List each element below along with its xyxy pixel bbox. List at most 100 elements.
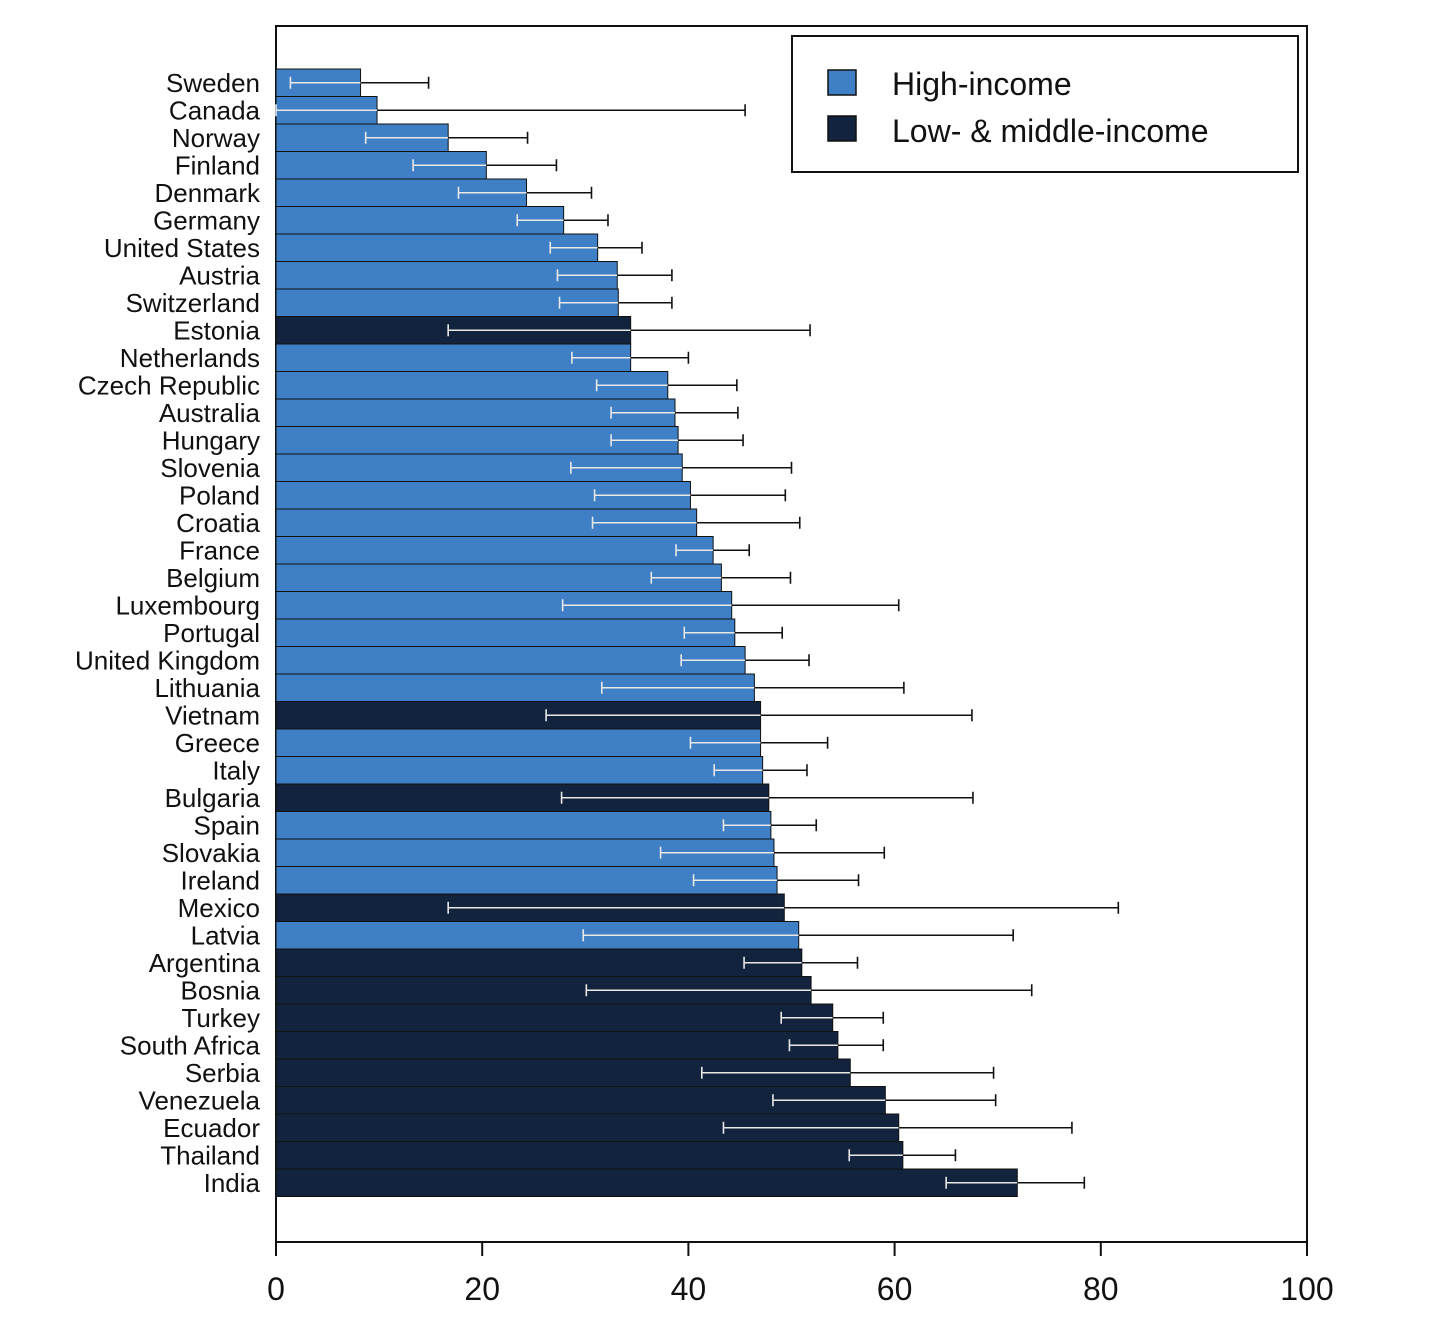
category-label-bosnia: Bosnia <box>181 975 261 1005</box>
category-label-belgium: Belgium <box>166 563 260 593</box>
error-bar-belgium <box>650 571 792 584</box>
error-bar-finland <box>412 159 558 172</box>
error-bar-spain <box>722 819 818 832</box>
legend-swatch-low-middle-income <box>827 115 857 142</box>
category-label-austria: Austria <box>179 260 260 290</box>
error-bar-latvia <box>582 929 1014 942</box>
category-label-slovenia: Slovenia <box>160 453 260 483</box>
category-label-netherlands: Netherlands <box>120 343 260 373</box>
category-label-lithuania: Lithuania <box>154 673 260 703</box>
category-label-norway: Norway <box>172 123 260 153</box>
category-label-switzerland: Switzerland <box>126 288 260 318</box>
bar-switzerland <box>275 288 619 317</box>
category-label-ireland: Ireland <box>181 865 261 895</box>
x-tick-label-40: 40 <box>671 1271 707 1307</box>
bar-thailand <box>275 1141 904 1170</box>
error-bar-thailand <box>848 1149 957 1162</box>
bars-layer <box>275 68 1018 1197</box>
category-label-vietnam: Vietnam <box>165 700 260 730</box>
error-bar-canada <box>275 104 746 117</box>
x-tick-label-20: 20 <box>464 1271 500 1307</box>
error-bar-portugal <box>683 626 784 639</box>
error-bar-poland <box>593 489 787 502</box>
error-bar-slovakia <box>659 846 886 859</box>
category-label-italy: Italy <box>212 755 260 785</box>
error-bars-layer <box>275 76 1120 1189</box>
category-label-thailand: Thailand <box>160 1140 260 1170</box>
bar-south-africa <box>275 1031 839 1060</box>
bar-france <box>275 536 714 565</box>
category-label-argentina: Argentina <box>149 948 261 978</box>
error-bar-ecuador <box>722 1121 1073 1134</box>
error-bar-australia <box>610 406 739 419</box>
error-bar-south-africa <box>788 1039 885 1052</box>
category-label-denmark: Denmark <box>155 178 261 208</box>
category-label-australia: Australia <box>159 398 261 428</box>
legend-label-high-income: High-income <box>892 66 1072 102</box>
bar-turkey <box>275 1003 834 1032</box>
x-tick-label-80: 80 <box>1083 1271 1119 1307</box>
bar-germany <box>275 206 565 235</box>
category-label-slovakia: Slovakia <box>162 838 261 868</box>
legend-swatch-high-income <box>827 69 857 96</box>
category-label-canada: Canada <box>169 95 261 125</box>
category-label-czech-republic: Czech Republic <box>78 370 260 400</box>
error-bar-greece <box>689 736 829 749</box>
bar-argentina <box>275 948 803 977</box>
error-bar-estonia <box>447 324 811 337</box>
bar-australia <box>275 398 676 427</box>
category-label-serbia: Serbia <box>185 1058 261 1088</box>
category-label-portugal: Portugal <box>163 618 260 648</box>
category-label-venezuela: Venezuela <box>139 1085 261 1115</box>
legend-box <box>791 35 1299 173</box>
category-label-estonia: Estonia <box>173 315 260 345</box>
x-tick-label-0: 0 <box>267 1271 285 1307</box>
category-label-luxembourg: Luxembourg <box>115 590 260 620</box>
error-bar-turkey <box>780 1011 885 1024</box>
category-label-united-states: United States <box>104 233 260 263</box>
error-bar-czech-republic <box>595 379 738 392</box>
error-bar-luxembourg <box>561 599 900 612</box>
error-bar-denmark <box>457 186 593 199</box>
category-label-united-kingdom: United Kingdom <box>75 645 260 675</box>
bar-belgium <box>275 563 722 592</box>
legend-label-low-middle-income: Low- & middle-income <box>892 113 1209 149</box>
legend: High-income Low- & middle-income <box>791 35 1299 173</box>
error-bar-ireland <box>692 874 860 887</box>
category-label-germany: Germany <box>153 205 260 235</box>
category-label-sweden: Sweden <box>166 68 260 98</box>
bar-portugal <box>275 618 736 647</box>
bar-spain <box>275 811 772 840</box>
error-bar-netherlands <box>571 351 690 364</box>
x-tick-label-100: 100 <box>1280 1271 1333 1307</box>
bar-italy <box>275 756 764 785</box>
error-bar-serbia <box>701 1066 995 1079</box>
category-labels: SwedenCanadaNorwayFinlandDenmarkGermanyU… <box>75 68 261 1198</box>
error-bar-united-kingdom <box>680 654 810 667</box>
error-bar-united-states <box>549 241 643 254</box>
error-bar-bosnia <box>585 984 1033 997</box>
error-bar-croatia <box>591 516 801 529</box>
error-bar-venezuela <box>772 1094 997 1107</box>
category-label-bulgaria: Bulgaria <box>165 783 261 813</box>
bar-india <box>275 1168 1018 1197</box>
category-label-turkey: Turkey <box>182 1003 261 1033</box>
error-bar-india <box>945 1176 1086 1189</box>
category-label-spain: Spain <box>194 810 261 840</box>
error-bar-germany <box>516 214 609 227</box>
category-label-croatia: Croatia <box>176 508 260 538</box>
error-bar-slovenia <box>570 461 793 474</box>
error-bar-mexico <box>447 901 1120 914</box>
bar-united-states <box>275 233 599 262</box>
category-label-finland: Finland <box>175 150 260 180</box>
category-label-latvia: Latvia <box>191 920 261 950</box>
error-bar-argentina <box>743 956 859 969</box>
category-label-hungary: Hungary <box>162 425 260 455</box>
category-label-south-africa: South Africa <box>120 1030 261 1060</box>
x-tick-label-60: 60 <box>877 1271 913 1307</box>
category-label-ecuador: Ecuador <box>163 1113 260 1143</box>
category-label-poland: Poland <box>179 480 260 510</box>
bar-greece <box>275 728 762 757</box>
error-bar-norway <box>364 131 529 144</box>
